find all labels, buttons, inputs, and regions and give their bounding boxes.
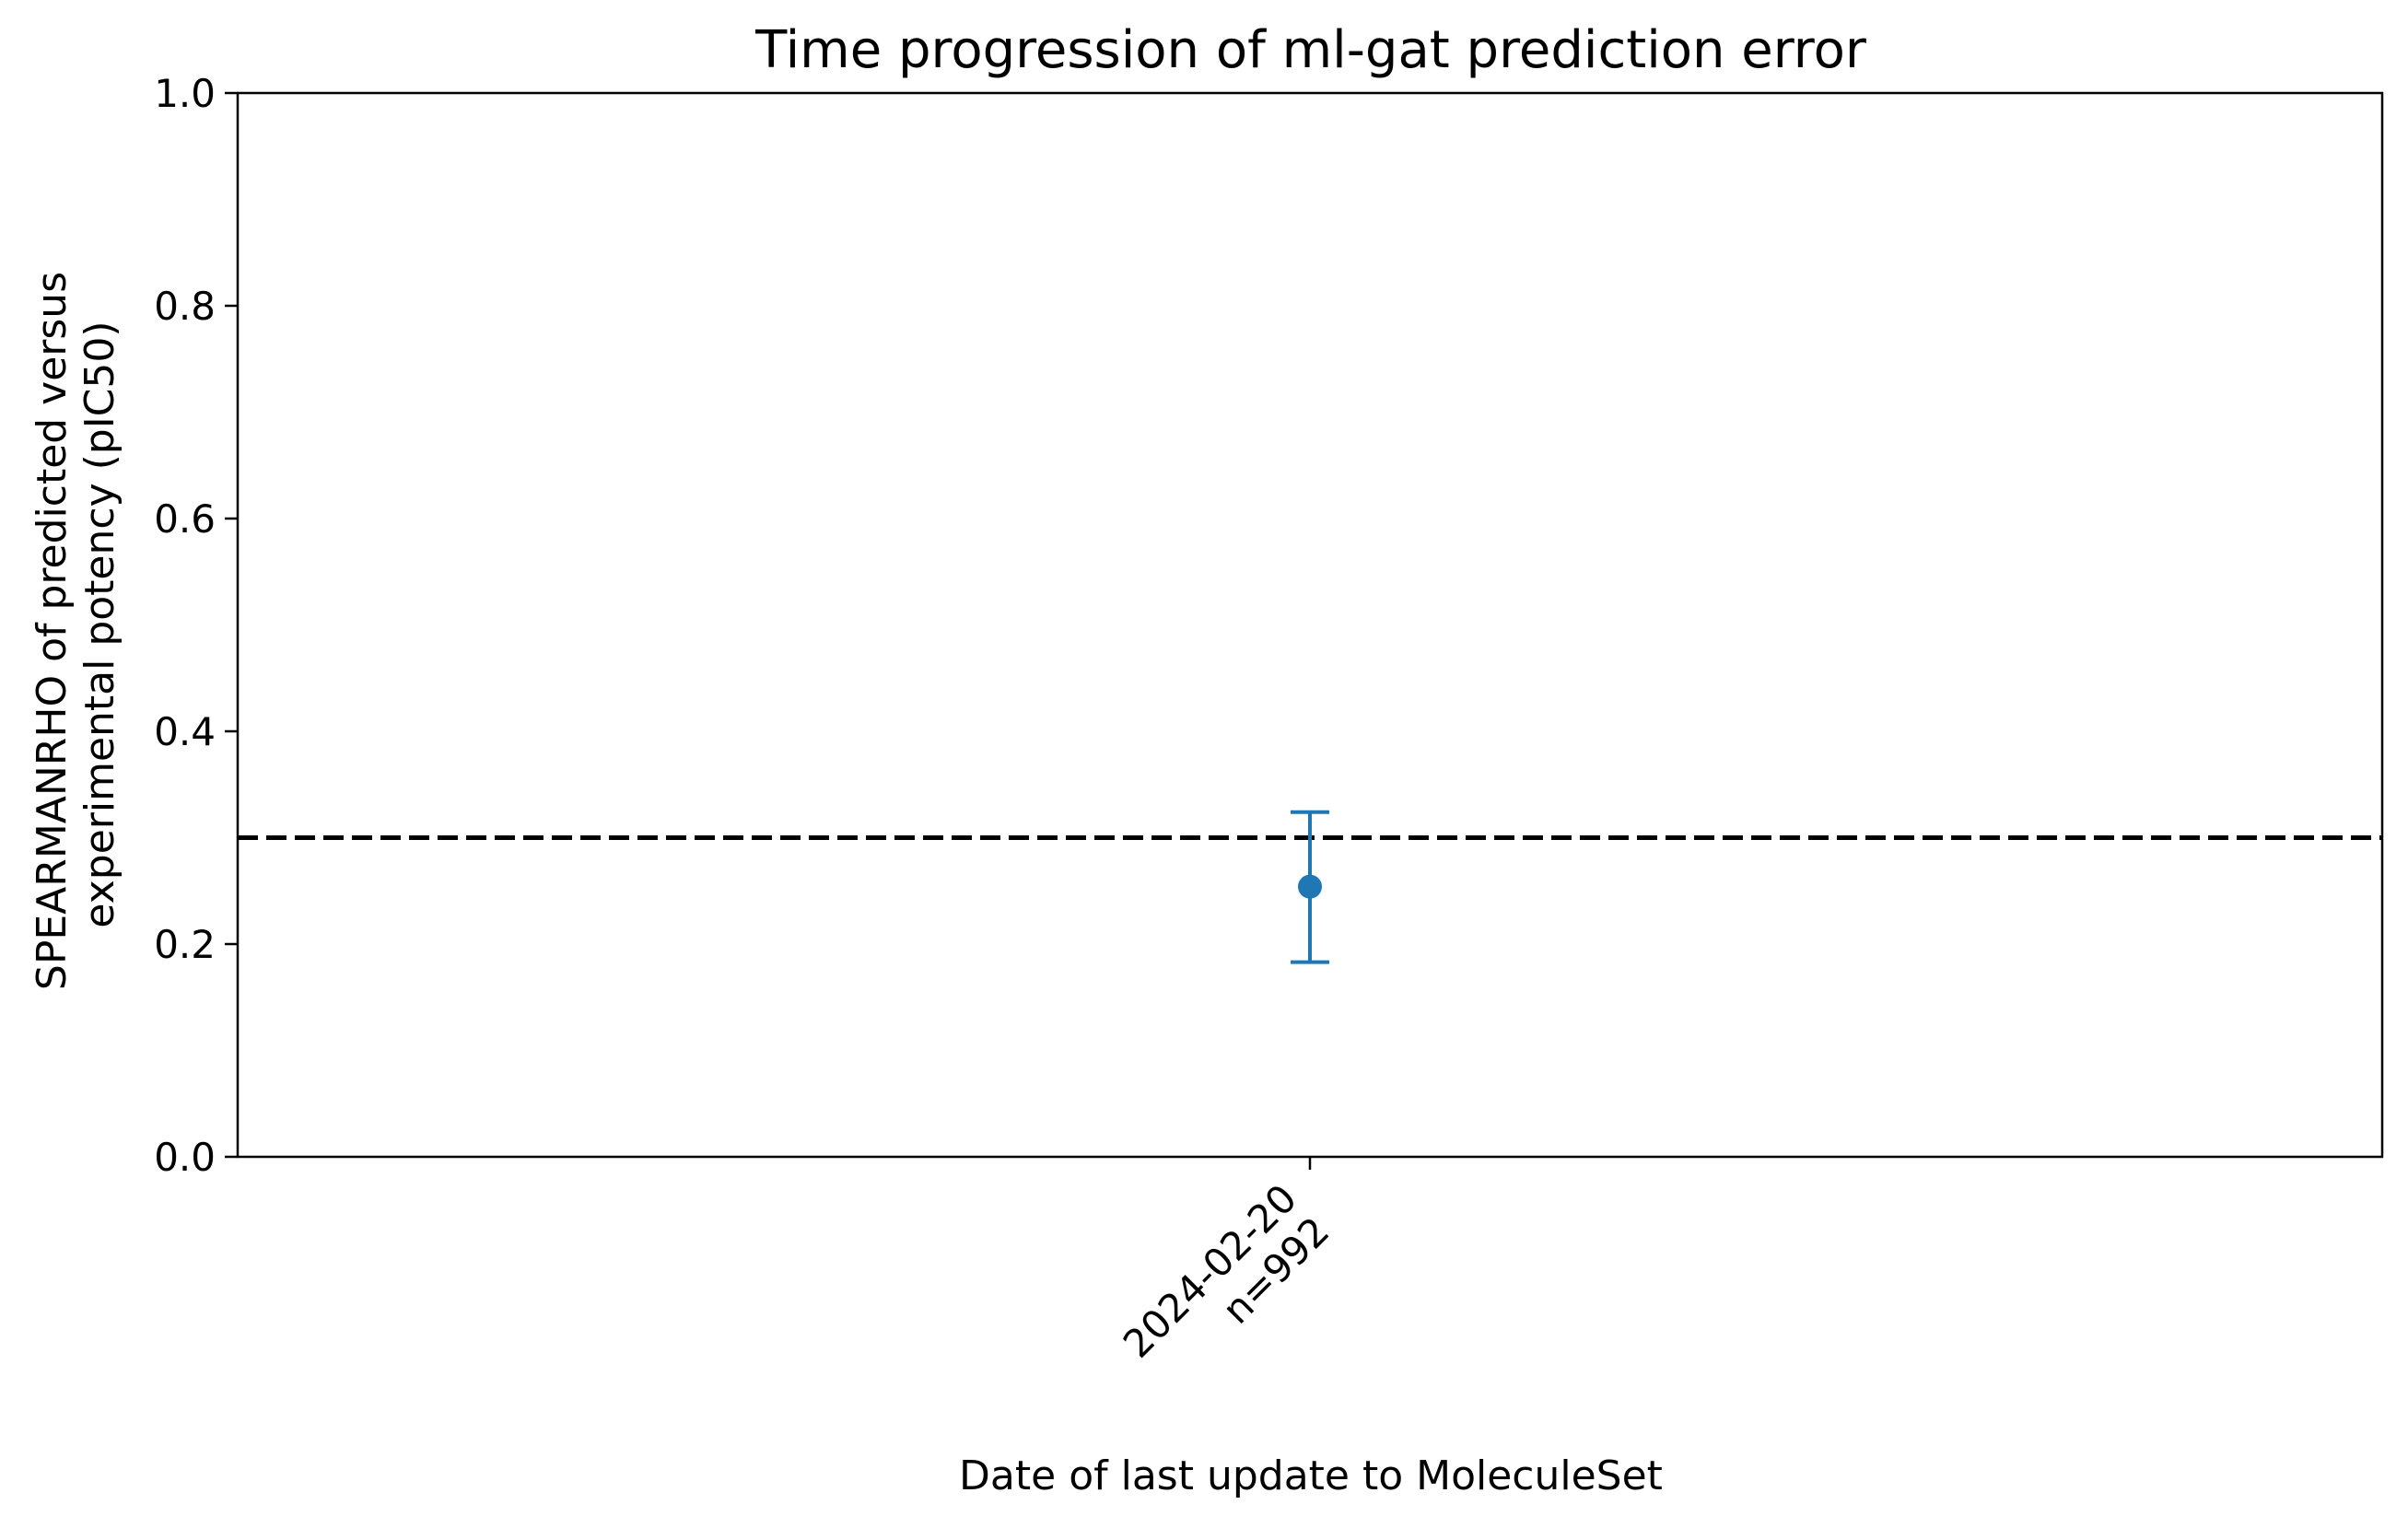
y-tick-label: 0.4 (154, 709, 216, 754)
data-point (1298, 874, 1322, 899)
y-axis-label-line-1: SPEARMANRHO of predicted versus (29, 272, 76, 990)
y-tick-label: 0.2 (154, 922, 216, 967)
y-axis-ticks: 0.0 0.2 0.4 0.6 0.8 1.0 (154, 71, 238, 1180)
y-tick-label: 1.0 (154, 71, 216, 116)
chart-title: Time progression of ml-gat prediction er… (754, 20, 1867, 80)
y-axis-label: SPEARMANRHO of predicted versus experime… (29, 259, 123, 990)
y-tick-label: 0.0 (154, 1135, 216, 1180)
data-marks (1291, 810, 1329, 964)
plot-area-frame (236, 91, 2384, 1159)
x-axis-label: Date of last update to MoleculeSet (959, 1452, 1663, 1499)
y-tick-label: 0.6 (154, 496, 216, 542)
y-axis-label-line-2: experimental potency (pIC50) (76, 321, 123, 927)
y-tick-label: 0.8 (154, 284, 216, 329)
